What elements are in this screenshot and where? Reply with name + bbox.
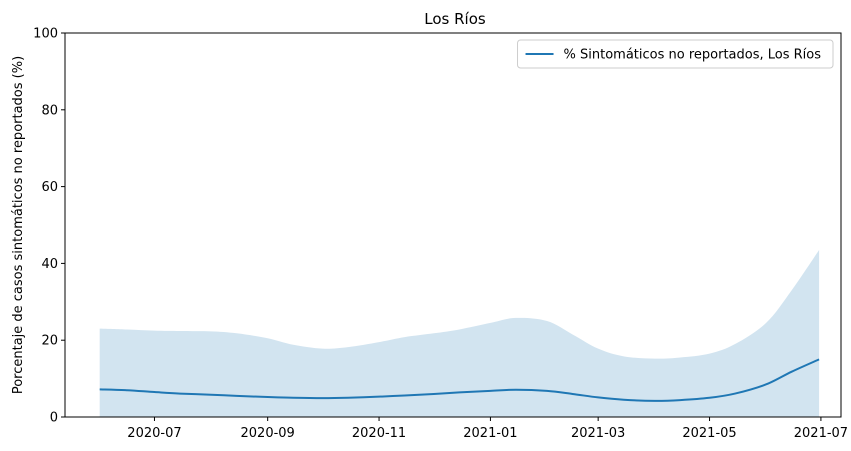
y-axis: 0 20 40 60 80 100 bbox=[33, 27, 65, 426]
x-tick-label: 2021-03 bbox=[571, 426, 625, 441]
y-tick-label: 0 bbox=[50, 411, 58, 426]
plot-area bbox=[99, 249, 820, 417]
chart-title: Los Ríos bbox=[424, 10, 486, 28]
x-tick-label: 2021-07 bbox=[794, 426, 848, 441]
y-tick-label: 20 bbox=[41, 334, 58, 349]
x-tick-label: 2020-11 bbox=[352, 426, 406, 441]
y-tick-label: 80 bbox=[41, 103, 58, 118]
x-axis: 2020-07 2020-09 2020-11 2021-01 2021-03 2021-… bbox=[127, 417, 848, 441]
legend: % Sintomáticos no reportados, Los Ríos bbox=[517, 39, 834, 69]
x-tick-label: 2021-05 bbox=[682, 426, 736, 441]
x-tick-label: 2020-09 bbox=[241, 426, 295, 441]
legend-entry: % Sintomáticos no reportados, Los Ríos bbox=[564, 48, 822, 63]
axes-frame bbox=[64, 32, 842, 418]
y-tick-label: 40 bbox=[41, 257, 58, 272]
x-tick-label: 2020-07 bbox=[127, 426, 181, 441]
confidence-band bbox=[99, 249, 820, 417]
y-tick-label: 100 bbox=[33, 27, 58, 42]
x-tick-label: 2021-01 bbox=[463, 426, 517, 441]
y-axis-label: Porcentaje de casos sintomáticos no repo… bbox=[11, 56, 26, 394]
series-line bbox=[99, 358, 820, 402]
y-tick-label: 60 bbox=[41, 180, 58, 195]
legend-box bbox=[517, 39, 834, 69]
